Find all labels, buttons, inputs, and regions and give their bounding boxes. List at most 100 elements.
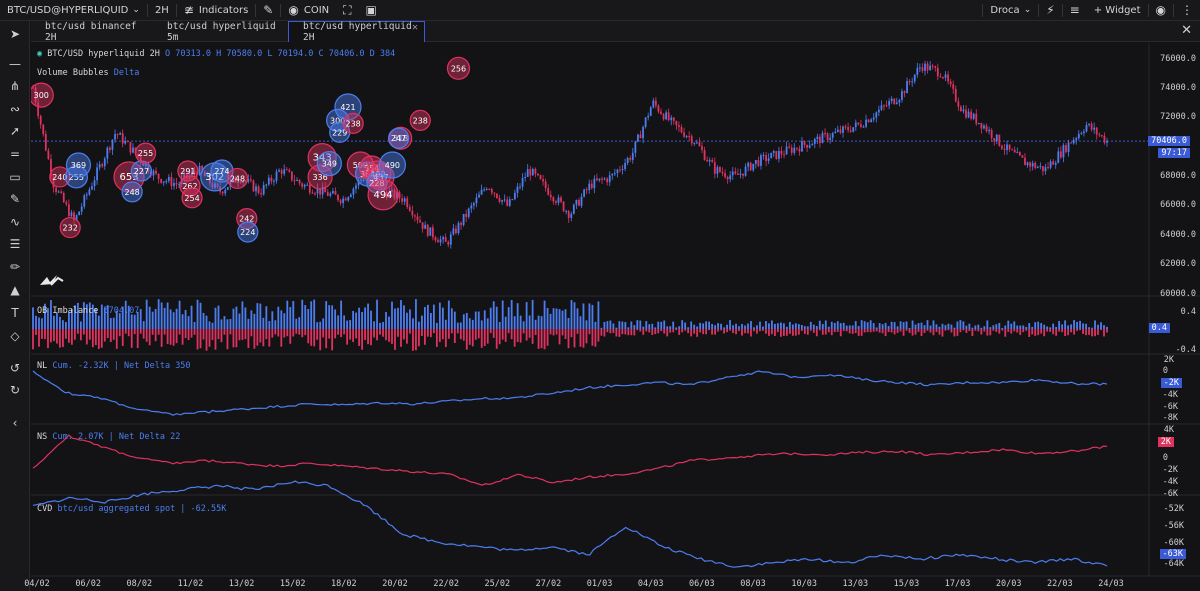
ob-bar-down xyxy=(570,329,573,338)
ob-bar-down xyxy=(214,329,217,350)
tab-hyperliquid-2h[interactable]: btc/usd hyperliquid 2H ✕ xyxy=(288,21,425,43)
candle-body xyxy=(555,201,557,203)
symbol-selector[interactable]: BTC/USD@HYPERLIQUID ⌄ xyxy=(0,0,147,21)
ob-bar-up xyxy=(124,300,127,329)
settings-sliders-button[interactable]: ≡ xyxy=(1063,0,1087,21)
ob-bar-down xyxy=(181,329,184,345)
close-icon[interactable]: ✕ xyxy=(1181,23,1192,38)
indicators-button[interactable]: ≇ Indicators xyxy=(177,0,255,21)
candle-body xyxy=(124,141,127,144)
ob-bar-up xyxy=(157,299,160,329)
nodes-icon[interactable]: ∾ xyxy=(9,102,21,116)
ob-bar-up xyxy=(304,305,307,329)
eye-icon[interactable]: ◉ xyxy=(37,49,43,59)
parallel-lines-icon[interactable]: = xyxy=(9,147,21,161)
more-button[interactable]: ⋮ xyxy=(1174,0,1200,21)
candle-body xyxy=(990,129,993,139)
undo-icon[interactable]: ↺ xyxy=(9,361,21,375)
screenshot-button[interactable]: ◉ xyxy=(1149,0,1173,21)
ob-bar-down xyxy=(639,329,642,332)
candle-body xyxy=(778,150,780,159)
time-tick: 06/02 xyxy=(75,579,101,589)
close-icon[interactable]: ✕ xyxy=(411,22,418,33)
ob-bar-up xyxy=(663,320,666,329)
candle-body xyxy=(355,185,357,189)
arrow-icon[interactable]: ➚ xyxy=(9,124,21,138)
fork-icon[interactable]: ⋔ xyxy=(9,79,21,93)
candle-body xyxy=(811,143,814,146)
tab-binancef-2h[interactable]: btc/usd binancef 2H xyxy=(31,21,149,43)
candle-body xyxy=(616,169,619,174)
candle-body xyxy=(596,178,598,181)
chart-area[interactable]: 300 240 232 255 369 653 248 227 255 291 262 254 302 2… xyxy=(24,43,1200,591)
trend-icon[interactable]: ∿ xyxy=(9,215,21,229)
candle-body xyxy=(388,191,391,198)
bars-icon[interactable]: ☰ xyxy=(9,237,21,251)
text-icon[interactable]: T xyxy=(11,306,19,320)
ob-bar-up xyxy=(603,321,606,329)
layers-icon[interactable]: ◇ xyxy=(10,329,20,343)
ob-bar-down xyxy=(609,329,612,334)
ob-bar-down xyxy=(678,329,681,335)
chart-canvas[interactable]: 3002402322553696532482272552912622543022… xyxy=(31,43,1200,591)
rectangle-icon[interactable]: ▭ xyxy=(9,170,21,184)
ob-bar-up xyxy=(926,320,929,329)
candle-body xyxy=(1093,127,1096,130)
ob-bar-down xyxy=(322,329,325,338)
ob-bar-up xyxy=(1100,322,1102,329)
candle-body xyxy=(485,189,488,191)
candle-body xyxy=(408,207,411,211)
ob-bar-up xyxy=(385,312,387,329)
ob-bar-down xyxy=(38,329,40,347)
ob-bar-up xyxy=(932,320,935,329)
coin-button[interactable]: ◉ COIN xyxy=(281,0,336,21)
tab-hyperliquid-5m[interactable]: btc/usd hyperliquid 5m xyxy=(153,21,283,43)
brush-icon[interactable]: ✎ xyxy=(9,192,21,206)
ob-bar-down xyxy=(262,329,265,347)
candle-body xyxy=(462,213,465,225)
cursor-icon[interactable]: ➤ xyxy=(9,27,21,41)
ob-bar-up xyxy=(65,322,67,329)
collapse-icon[interactable]: ‹ xyxy=(12,416,18,430)
fullscreen-button[interactable]: ⛶ xyxy=(336,0,358,21)
candle-body xyxy=(683,132,685,137)
ob-bar-down xyxy=(370,329,372,346)
candle-body xyxy=(70,212,73,217)
candle-body xyxy=(808,145,811,148)
redo-icon[interactable]: ↻ xyxy=(9,383,21,397)
ob-bar-down xyxy=(917,329,920,332)
ob-bar-up xyxy=(127,305,130,329)
area-chart-icon[interactable]: ▲ xyxy=(10,283,20,297)
ob-bar-up xyxy=(148,306,151,329)
candle-body xyxy=(183,174,186,179)
interval-selector[interactable]: 2H xyxy=(154,4,169,16)
candle-body xyxy=(757,160,760,166)
widget-button[interactable]: + Widget xyxy=(1093,4,1141,16)
candle-body xyxy=(1008,144,1011,150)
ob-bar-up xyxy=(358,307,360,329)
candle-body xyxy=(1090,123,1093,130)
dropdown-box-button[interactable]: ▣ xyxy=(359,0,384,21)
ob-bar-down xyxy=(32,329,34,350)
ob-bar-up xyxy=(50,300,52,329)
ob-bar-down xyxy=(456,329,459,334)
ob-bar-down xyxy=(621,329,624,335)
draw-button[interactable]: ✎ xyxy=(256,0,280,21)
ob-bar-up xyxy=(429,313,432,329)
ob-bar-down xyxy=(1106,329,1108,333)
ns-badge: 2K xyxy=(1157,437,1174,447)
ob-bar-up xyxy=(106,305,109,329)
ob-bar-up xyxy=(1076,321,1078,329)
horizontal-line-icon[interactable]: — xyxy=(9,57,21,71)
candle-body xyxy=(834,131,837,134)
ruler-icon[interactable]: ✏ xyxy=(9,260,21,274)
ob-bar-up xyxy=(869,320,872,329)
candle-body xyxy=(1044,167,1047,172)
candle-body xyxy=(562,201,565,212)
layout-selector[interactable]: Droca ⌄ xyxy=(983,0,1038,21)
candle-body xyxy=(706,159,709,162)
alerts-button[interactable]: ⚡ xyxy=(1039,0,1061,21)
ob-bar-down xyxy=(385,329,387,341)
ob-bar-down xyxy=(67,329,70,343)
ob-bar-down xyxy=(926,329,929,331)
